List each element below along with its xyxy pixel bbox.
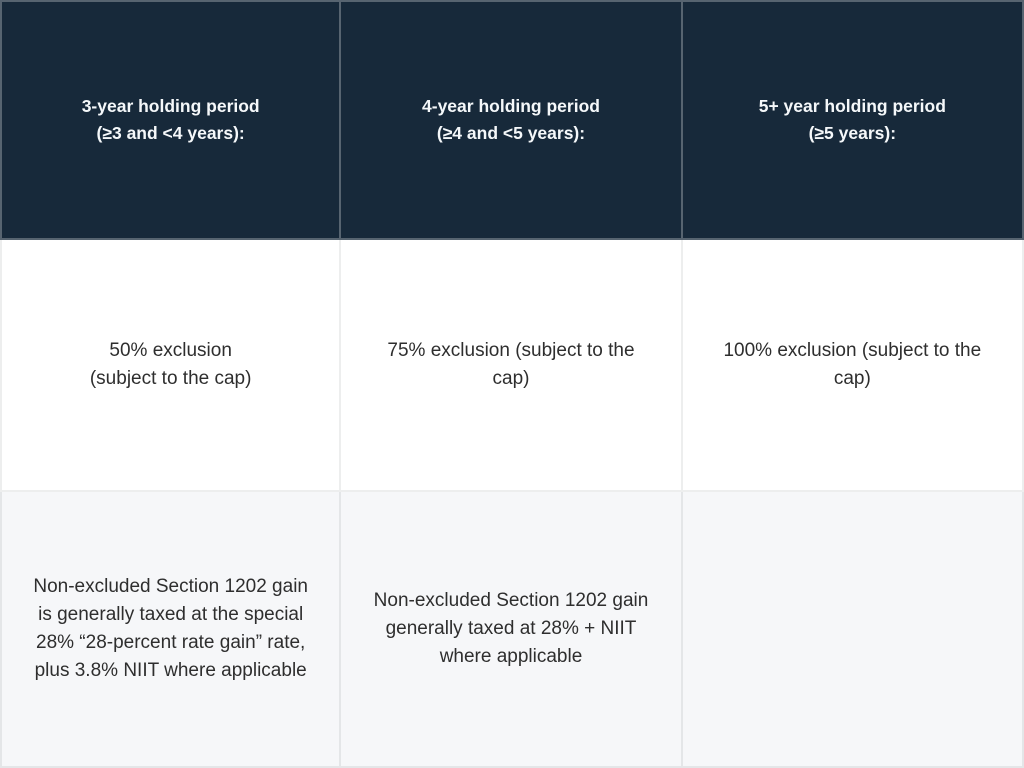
header-cell-4-year-holding-period: 4-year holding period (≥4 and <5 years): <box>341 0 683 240</box>
header-cell-3-year-holding-period: 3-year holding period (≥3 and <4 years): <box>0 0 342 240</box>
cell-exclusion-3-year: 50% exclusion (subject to the cap) <box>0 240 342 492</box>
cell-exclusion-4-year: 75% exclusion (subject to the cap) <box>341 240 683 492</box>
header-cell-5-plus-year-holding-period: 5+ year holding period (≥5 years): <box>682 0 1024 240</box>
cell-tax-treatment-5-plus-year-empty <box>682 492 1024 768</box>
cell-tax-treatment-3-year: Non-excluded Section 1202 gain is genera… <box>0 492 342 768</box>
cell-exclusion-5-plus-year: 100% exclusion (subject to the cap) <box>682 240 1024 492</box>
cell-tax-treatment-4-year: Non-excluded Section 1202 gain generally… <box>341 492 683 768</box>
